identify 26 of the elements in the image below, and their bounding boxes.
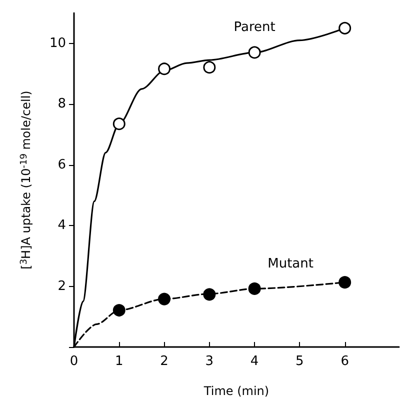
x-tick-label: 3	[205, 354, 214, 369]
y-tick-label: 10	[49, 36, 66, 51]
y-tick-label: 8	[58, 96, 66, 112]
point	[338, 22, 352, 34]
point	[112, 304, 126, 317]
point	[248, 46, 261, 59]
series-label: Mutant	[268, 256, 314, 272]
point	[158, 62, 171, 76]
y-axis-title: [3H]A uptake (10-19 mole/cell)	[19, 90, 33, 270]
x-tick-label: 4	[250, 354, 259, 369]
point	[338, 276, 352, 289]
x-tick-label: 2	[160, 354, 168, 369]
point	[248, 282, 261, 295]
point	[112, 118, 126, 130]
y-tick-label: 6	[58, 157, 66, 172]
y-tick-label: 4	[58, 218, 66, 234]
series-label: Parent	[234, 20, 276, 36]
x-tick-label: 6	[340, 354, 349, 369]
x-axis-title: Time (min)	[202, 384, 270, 398]
x-tick-label: 1	[115, 354, 124, 369]
point	[158, 292, 171, 306]
x-tick-label: 5	[296, 354, 304, 369]
x-tick-label: 0	[70, 354, 78, 369]
point	[203, 288, 216, 301]
y-tick-label: 2	[58, 278, 66, 294]
point	[203, 61, 216, 74]
